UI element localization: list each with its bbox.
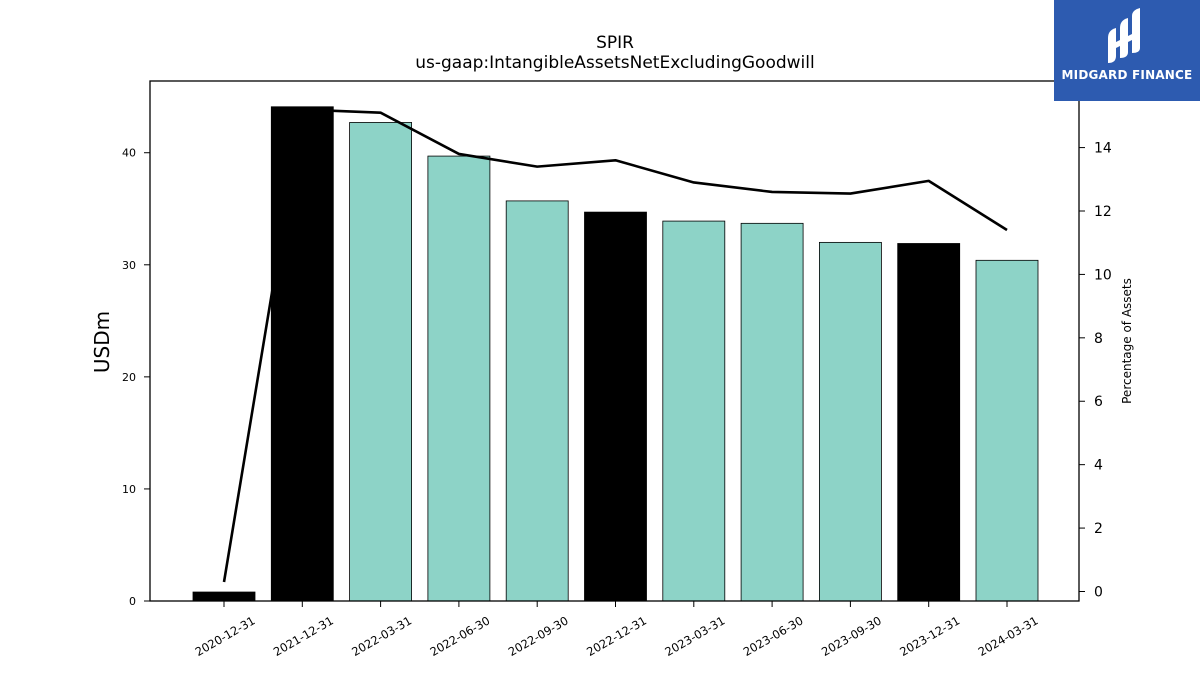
y2-tick-label: 10 bbox=[1094, 267, 1112, 283]
y-tick-label: 10 bbox=[122, 483, 136, 496]
y2-tick-label: 0 bbox=[1094, 584, 1103, 600]
bar bbox=[192, 591, 256, 602]
y2-tick-label: 14 bbox=[1094, 141, 1112, 157]
x-tick-label: 2020-12-31 bbox=[193, 613, 258, 659]
x-tick-label: 2021-12-31 bbox=[271, 613, 336, 659]
x-tick-label: 2023-12-31 bbox=[897, 613, 962, 659]
x-tick-label: 2024-03-31 bbox=[976, 613, 1041, 659]
y-axis-label: USDm bbox=[90, 311, 114, 373]
y2-tick-label: 12 bbox=[1094, 204, 1112, 220]
y2-tick-label: 6 bbox=[1094, 394, 1103, 410]
x-tick-label: 2022-12-31 bbox=[584, 613, 649, 659]
plot-frame bbox=[149, 80, 1080, 602]
x-tick-label: 2023-06-30 bbox=[741, 613, 806, 659]
chart-subtitle: us-gaap:IntangibleAssetsNetExcludingGood… bbox=[415, 53, 814, 73]
bar bbox=[505, 200, 569, 602]
y2-tick-label: 4 bbox=[1094, 458, 1103, 474]
y-tick-label: 20 bbox=[122, 371, 136, 384]
y-tick-label: 30 bbox=[122, 259, 136, 272]
bar bbox=[897, 243, 961, 602]
x-tick-label: 2022-06-30 bbox=[428, 613, 493, 659]
y2-axis-label: Percentage of Assets bbox=[1120, 278, 1134, 404]
bar bbox=[584, 211, 647, 602]
bar bbox=[349, 122, 413, 602]
bar bbox=[662, 220, 726, 602]
logo-text: MIDGARD FINANCE bbox=[1061, 68, 1193, 82]
x-tick-label: 2023-03-31 bbox=[662, 613, 727, 659]
midgard-finance-logo: MIDGARD FINANCE bbox=[1054, 0, 1200, 101]
y-tick-label: 40 bbox=[122, 147, 136, 160]
x-tick-label: 2022-09-30 bbox=[506, 613, 571, 659]
bar bbox=[270, 106, 334, 602]
percentage-line bbox=[222, 108, 1008, 583]
bar bbox=[819, 241, 882, 602]
logo-mark-icon bbox=[1108, 8, 1140, 63]
x-tick-label: 2022-03-31 bbox=[349, 613, 414, 659]
y-tick-label: 0 bbox=[129, 595, 136, 608]
bar bbox=[427, 155, 491, 602]
chart-title: SPIR bbox=[596, 33, 634, 53]
bar bbox=[975, 259, 1039, 602]
bar bbox=[740, 222, 804, 602]
y2-tick-label: 8 bbox=[1094, 331, 1103, 347]
y2-tick-label: 2 bbox=[1094, 521, 1103, 537]
x-tick-label: 2023-09-30 bbox=[819, 613, 884, 659]
